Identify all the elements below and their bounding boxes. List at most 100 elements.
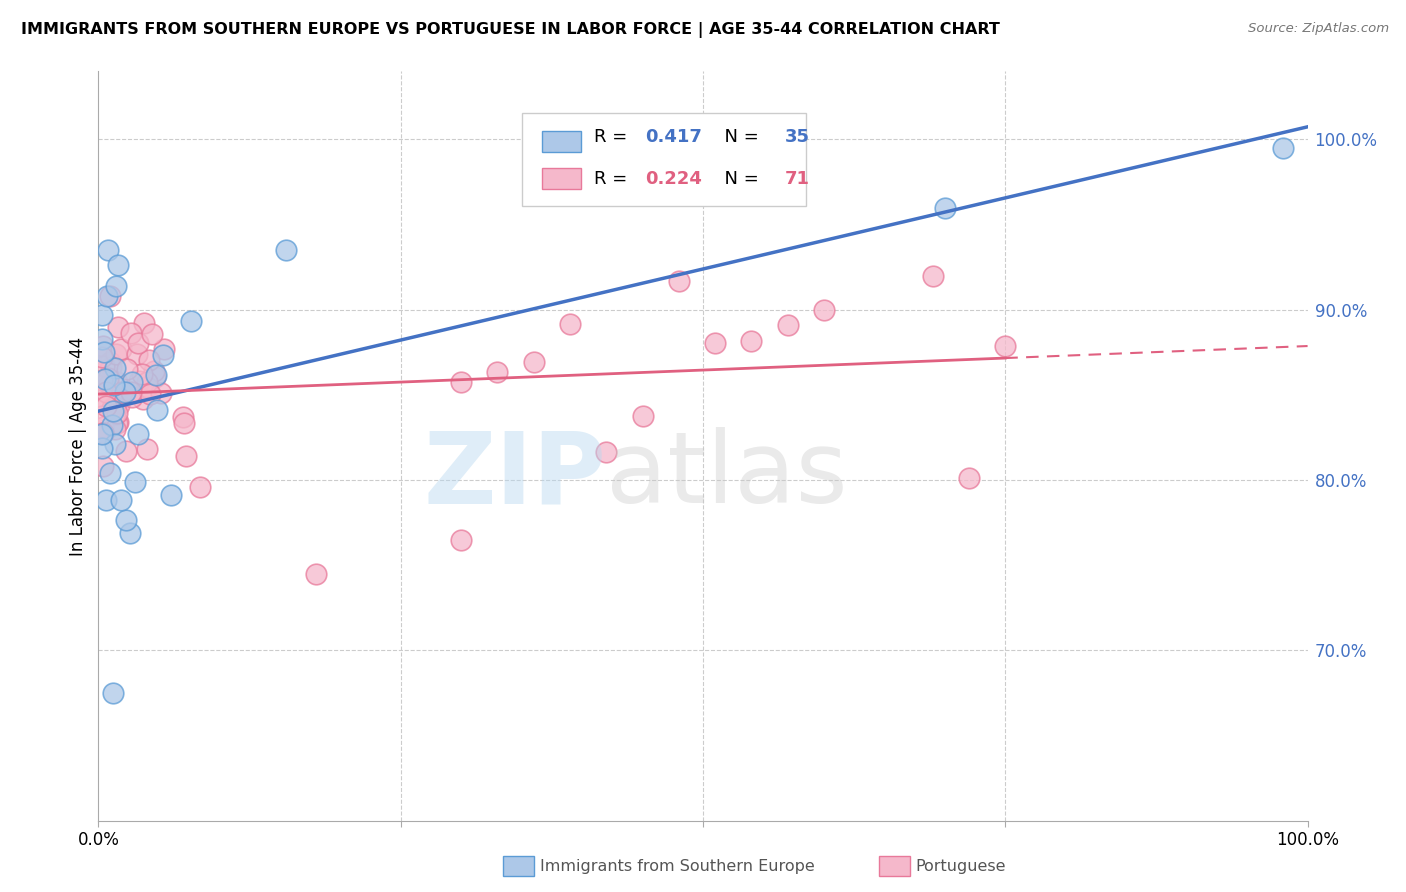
Text: N =: N = <box>713 128 765 145</box>
Point <box>105 406 128 420</box>
Point <box>101 417 124 432</box>
Point <box>98 466 121 480</box>
Point <box>957 470 980 484</box>
Point <box>107 319 129 334</box>
Point <box>103 378 125 392</box>
Point <box>153 343 176 357</box>
Point <box>98 355 121 369</box>
Text: atlas: atlas <box>606 427 848 524</box>
Point <box>450 533 472 547</box>
Point <box>105 347 128 361</box>
FancyBboxPatch shape <box>543 130 581 152</box>
Point <box>115 362 138 376</box>
Point <box>127 335 149 350</box>
Point <box>101 404 124 418</box>
Point <box>136 380 159 394</box>
Point <box>107 398 129 412</box>
Point <box>110 342 132 356</box>
Point <box>135 375 157 389</box>
Text: Source: ZipAtlas.com: Source: ZipAtlas.com <box>1249 22 1389 36</box>
Point <box>132 392 155 407</box>
Point <box>101 686 124 700</box>
Point <box>100 401 122 415</box>
Point <box>135 442 157 456</box>
Point <box>118 526 141 541</box>
Point <box>104 401 127 415</box>
Text: ZIP: ZIP <box>423 427 606 524</box>
Point <box>93 359 115 373</box>
Point <box>704 336 727 351</box>
Point <box>813 303 835 318</box>
Point <box>91 420 114 434</box>
Point <box>160 488 183 502</box>
Point <box>91 426 114 441</box>
Point <box>188 480 211 494</box>
Text: R =: R = <box>595 128 633 145</box>
Point <box>91 332 114 346</box>
Point <box>523 354 546 368</box>
Point <box>91 441 114 455</box>
Point <box>994 339 1017 353</box>
Text: R =: R = <box>595 169 633 187</box>
Point <box>631 409 654 424</box>
Point <box>91 425 114 440</box>
Point <box>120 384 142 399</box>
Point <box>98 288 121 302</box>
Point <box>107 258 129 272</box>
Point <box>934 201 956 215</box>
Point <box>132 316 155 330</box>
Text: IMMIGRANTS FROM SOUTHERN EUROPE VS PORTUGUESE IN LABOR FORCE | AGE 35-44 CORRELA: IMMIGRANTS FROM SOUTHERN EUROPE VS PORTU… <box>21 22 1000 38</box>
Point <box>115 513 138 527</box>
Point <box>91 409 114 423</box>
Point <box>96 289 118 303</box>
Point <box>107 415 129 429</box>
Point <box>91 339 114 353</box>
Point <box>105 416 128 430</box>
Point <box>110 493 132 508</box>
Point <box>125 347 148 361</box>
Point <box>100 359 122 374</box>
Point <box>104 437 127 451</box>
Point <box>668 274 690 288</box>
Point <box>93 345 115 359</box>
Point <box>104 360 127 375</box>
Point <box>121 375 143 389</box>
Point <box>274 243 297 257</box>
Point <box>104 407 127 421</box>
Point <box>173 416 195 430</box>
Y-axis label: In Labor Force | Age 35-44: In Labor Force | Age 35-44 <box>69 336 87 556</box>
Text: 71: 71 <box>785 169 810 187</box>
Point <box>138 352 160 367</box>
Point <box>150 385 173 400</box>
Text: 0.224: 0.224 <box>645 169 702 187</box>
Point <box>121 390 143 404</box>
Point <box>94 372 117 386</box>
Point <box>94 493 117 508</box>
Point <box>1272 141 1295 155</box>
Point <box>174 450 197 464</box>
Point <box>114 384 136 399</box>
Point <box>98 376 121 391</box>
Point <box>105 278 128 293</box>
Point <box>124 475 146 489</box>
Point <box>120 326 142 341</box>
Point <box>486 365 509 379</box>
Point <box>115 444 138 458</box>
Text: 0.417: 0.417 <box>645 128 702 145</box>
Point <box>143 364 166 378</box>
Point <box>91 372 114 386</box>
Point <box>91 395 114 409</box>
Point <box>105 375 128 389</box>
Point <box>97 371 120 385</box>
Point <box>91 309 114 323</box>
Point <box>450 375 472 389</box>
Point <box>111 384 134 399</box>
Point <box>139 387 162 401</box>
Point <box>128 374 150 388</box>
Point <box>595 445 617 459</box>
Point <box>131 367 153 381</box>
Point <box>921 269 943 284</box>
Point <box>141 326 163 341</box>
Point <box>776 318 799 332</box>
Point <box>145 403 167 417</box>
